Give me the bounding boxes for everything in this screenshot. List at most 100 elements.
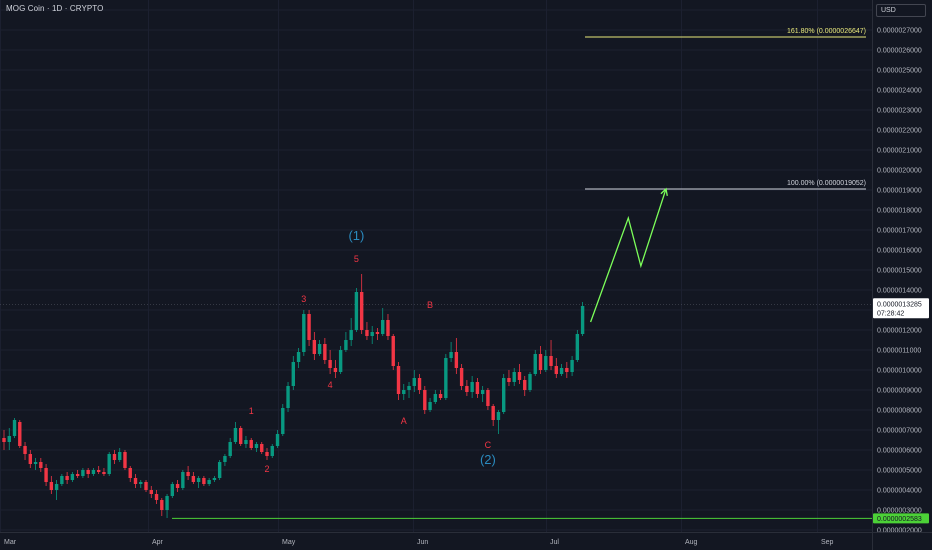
candle[interactable] <box>449 342 453 362</box>
candle[interactable] <box>307 310 311 346</box>
candle[interactable] <box>207 478 211 486</box>
candle[interactable] <box>228 438 232 458</box>
candle[interactable] <box>565 362 569 378</box>
candle[interactable] <box>212 476 217 482</box>
candle[interactable] <box>160 498 164 516</box>
candle[interactable] <box>2 430 6 450</box>
candle[interactable] <box>459 364 464 390</box>
candle[interactable] <box>260 442 264 454</box>
candle[interactable] <box>328 350 332 374</box>
candle[interactable] <box>333 360 338 378</box>
candle[interactable] <box>470 376 474 398</box>
candle[interactable] <box>407 382 411 398</box>
candle[interactable] <box>133 474 138 488</box>
candle[interactable] <box>65 472 69 484</box>
candle[interactable] <box>549 340 553 370</box>
candle[interactable] <box>412 370 416 392</box>
candle[interactable] <box>196 476 201 488</box>
candle[interactable] <box>512 368 516 386</box>
candle[interactable] <box>202 476 206 486</box>
candle[interactable] <box>491 404 495 426</box>
candle[interactable] <box>128 466 132 482</box>
candle[interactable] <box>317 340 322 356</box>
candle[interactable] <box>386 314 390 340</box>
candle[interactable] <box>118 448 122 462</box>
candle[interactable] <box>486 388 490 410</box>
candle[interactable] <box>23 442 27 460</box>
candle[interactable] <box>438 390 443 400</box>
candle[interactable] <box>223 454 227 466</box>
candle[interactable] <box>181 470 185 490</box>
candle[interactable] <box>354 288 359 332</box>
candle[interactable] <box>538 346 543 374</box>
candle[interactable] <box>281 404 285 436</box>
candle[interactable] <box>533 350 537 376</box>
currency-button[interactable]: USD <box>876 4 926 17</box>
candle[interactable] <box>149 486 153 498</box>
candle[interactable] <box>423 386 427 414</box>
candle[interactable] <box>580 302 585 336</box>
candle[interactable] <box>396 362 401 400</box>
candle[interactable] <box>139 480 143 488</box>
candle[interactable] <box>523 376 527 396</box>
candle[interactable] <box>107 452 111 476</box>
candle[interactable] <box>359 274 364 334</box>
candle[interactable] <box>170 482 175 498</box>
candle[interactable] <box>480 386 485 402</box>
candle[interactable] <box>507 370 511 386</box>
candle[interactable] <box>554 358 558 378</box>
candle[interactable] <box>175 480 180 492</box>
candle[interactable] <box>296 348 301 368</box>
candle[interactable] <box>191 472 196 484</box>
candles[interactable] <box>2 274 585 518</box>
candle[interactable] <box>18 420 22 448</box>
candle[interactable] <box>186 466 190 480</box>
candle[interactable] <box>244 436 248 448</box>
candle[interactable] <box>60 474 64 486</box>
candle[interactable] <box>91 468 96 476</box>
candle[interactable] <box>370 326 374 344</box>
candle[interactable] <box>444 354 448 400</box>
candle[interactable] <box>33 458 38 470</box>
current-price-badge[interactable]: 0.0000013285 07:28:42 <box>873 298 929 319</box>
candle[interactable] <box>86 468 90 478</box>
candle[interactable] <box>433 390 438 404</box>
candle[interactable] <box>544 350 548 372</box>
candle[interactable] <box>7 428 11 450</box>
candle[interactable] <box>528 372 532 392</box>
candle[interactable] <box>154 490 159 504</box>
time-axis[interactable]: Mar Apr May Jun Jul Aug Sep <box>0 532 932 547</box>
candle[interactable] <box>70 472 75 482</box>
candle[interactable] <box>502 374 506 414</box>
candle[interactable] <box>49 476 54 494</box>
candle[interactable] <box>249 438 253 450</box>
candle[interactable] <box>39 458 43 472</box>
candle[interactable] <box>112 450 117 464</box>
candle[interactable] <box>75 470 80 478</box>
candle[interactable] <box>96 466 101 474</box>
candle[interactable] <box>344 332 348 352</box>
symbol-title[interactable]: MOG Coin · 1D · CRYPTO <box>6 4 104 13</box>
candle[interactable] <box>302 310 306 356</box>
candle[interactable] <box>575 330 580 362</box>
candle[interactable] <box>102 468 106 476</box>
candle[interactable] <box>44 464 48 486</box>
candle[interactable] <box>465 380 469 396</box>
candle[interactable] <box>402 384 406 400</box>
candle[interactable] <box>265 448 269 460</box>
candle[interactable] <box>323 338 327 364</box>
candle[interactable] <box>517 364 522 384</box>
candle[interactable] <box>28 450 32 468</box>
candle[interactable] <box>570 356 574 376</box>
candle[interactable] <box>275 430 280 448</box>
candle[interactable] <box>165 494 169 518</box>
candle[interactable] <box>338 346 343 374</box>
candle[interactable] <box>391 334 395 370</box>
candle[interactable] <box>144 480 148 492</box>
candle[interactable] <box>375 328 380 340</box>
candle[interactable] <box>81 468 85 478</box>
candle[interactable] <box>365 322 369 340</box>
candle[interactable] <box>496 410 501 434</box>
candle[interactable] <box>54 480 59 500</box>
candle[interactable] <box>217 460 222 480</box>
